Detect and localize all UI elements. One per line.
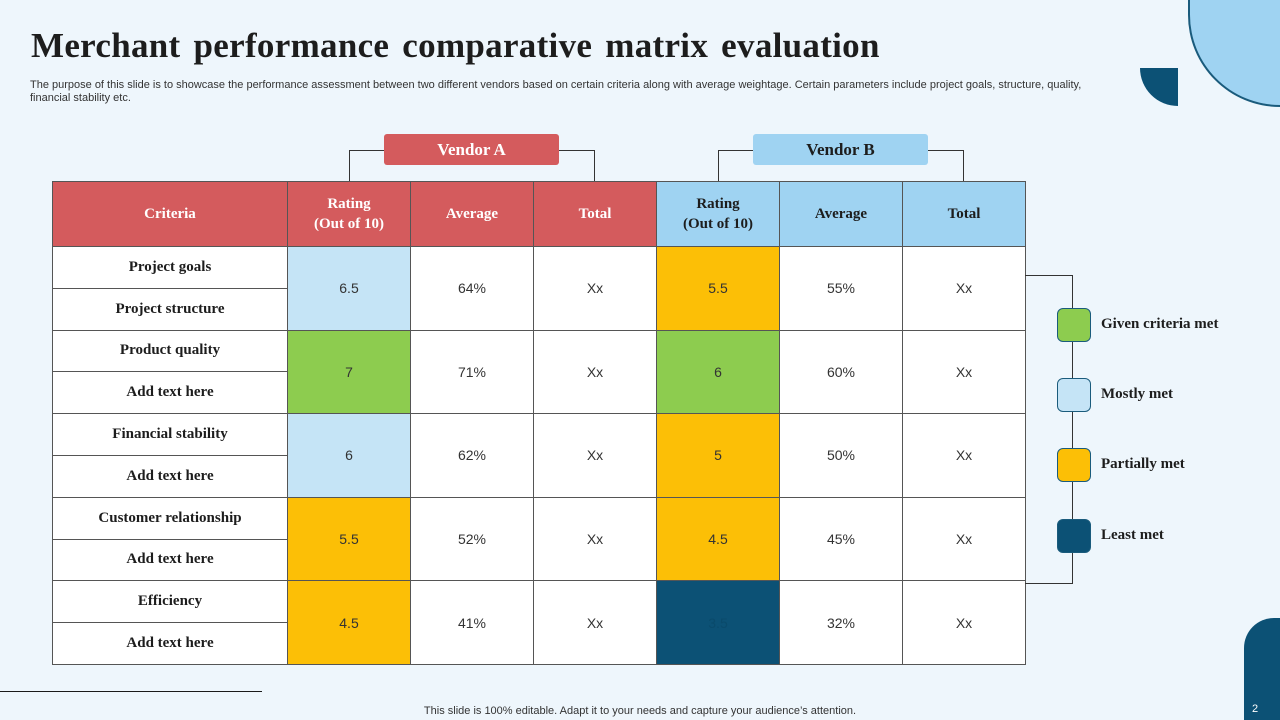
value-a-total: Xx — [533, 246, 657, 331]
footer-note: This slide is 100% editable. Adapt it to… — [423, 705, 857, 717]
criteria-cell: Add text here — [52, 538, 288, 582]
page-number: 2 — [1252, 703, 1259, 715]
legend-swatch — [1057, 378, 1091, 412]
value-a-total: Xx — [533, 413, 657, 498]
criteria-cell: Add text here — [52, 622, 288, 665]
value-b-rating: 5.5 — [656, 246, 780, 331]
page-number-tab — [1244, 618, 1280, 720]
criteria-cell: Project goals — [52, 246, 288, 289]
value-b-total: Xx — [902, 246, 1026, 331]
header-b-total: Total — [902, 181, 1026, 247]
criteria-cell: Add text here — [52, 455, 288, 498]
value-b-rating: 4.5 — [656, 496, 780, 582]
corner-decoration-small — [1140, 68, 1178, 106]
slide-title: Merchant performance comparative matrix … — [31, 26, 880, 65]
value-a-average: 62% — [410, 413, 534, 498]
value-b-average: 50% — [779, 413, 903, 498]
header-a-rating: Rating (Out of 10) — [287, 181, 411, 247]
legend-label: Least met — [1101, 527, 1164, 543]
criteria-cell: Add text here — [52, 371, 288, 415]
vendor-a-label: Vendor A — [384, 134, 559, 165]
vendor-b-label: Vendor B — [753, 134, 928, 165]
value-a-average: 41% — [410, 580, 534, 665]
value-b-total: Xx — [902, 329, 1026, 415]
value-b-total: Xx — [902, 580, 1026, 665]
slide-subtitle: The purpose of this slide is to showcase… — [30, 79, 1082, 104]
footer-divider — [0, 691, 262, 692]
value-b-total: Xx — [902, 496, 1026, 582]
header-b-average: Average — [779, 181, 903, 247]
value-a-total: Xx — [533, 329, 657, 415]
criteria-cell: Product quality — [52, 329, 288, 373]
value-a-average: 64% — [410, 246, 534, 331]
value-b-rating: 6 — [656, 329, 780, 415]
criteria-cell: Customer relationship — [52, 496, 288, 540]
corner-decoration-large — [1188, 0, 1280, 107]
header-b-rating: Rating (Out of 10) — [656, 181, 780, 247]
value-b-rating: 3.5 — [656, 580, 780, 665]
legend-bracket — [1025, 275, 1073, 584]
value-b-average: 55% — [779, 246, 903, 331]
value-a-rating: 5.5 — [287, 496, 411, 582]
criteria-cell: Project structure — [52, 287, 288, 331]
header-criteria: Criteria — [52, 181, 288, 247]
legend-label: Given criteria met — [1101, 316, 1219, 332]
legend-swatch — [1057, 519, 1091, 553]
legend-label: Mostly met — [1101, 386, 1174, 402]
value-a-total: Xx — [533, 496, 657, 582]
criteria-cell: Efficiency — [52, 580, 288, 624]
header-a-average: Average — [410, 181, 534, 247]
value-b-average: 32% — [779, 580, 903, 665]
value-a-rating: 6.5 — [287, 246, 411, 331]
value-b-average: 45% — [779, 496, 903, 582]
value-a-average: 52% — [410, 496, 534, 582]
value-a-rating: 6 — [287, 413, 411, 498]
header-a-total: Total — [533, 181, 657, 247]
value-a-rating: 4.5 — [287, 580, 411, 665]
criteria-cell: Financial stability — [52, 413, 288, 456]
legend-swatch — [1057, 448, 1091, 482]
value-a-average: 71% — [410, 329, 534, 415]
value-b-average: 60% — [779, 329, 903, 415]
value-b-total: Xx — [902, 413, 1026, 498]
legend-swatch — [1057, 308, 1091, 342]
value-a-total: Xx — [533, 580, 657, 665]
value-b-rating: 5 — [656, 413, 780, 498]
value-a-rating: 7 — [287, 329, 411, 415]
legend-label: Partially met — [1101, 456, 1185, 472]
